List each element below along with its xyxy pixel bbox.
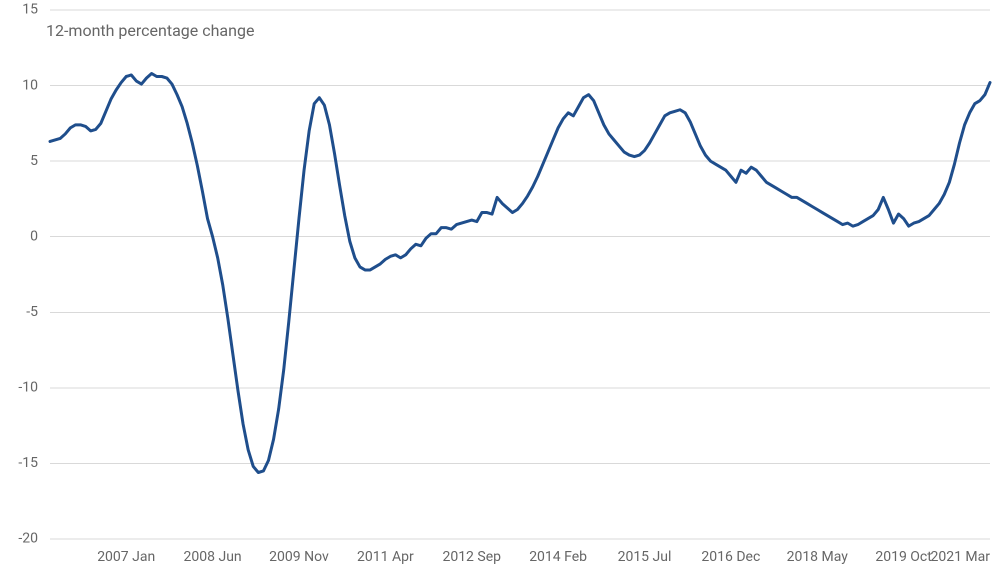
x-tick-label: 2016 Dec (701, 549, 760, 565)
chart-background (0, 0, 1000, 579)
chart-subtitle: 12-month percentage change (46, 21, 254, 40)
line-chart-container: -20 -15 -10 -5 0 5 10 15 12-month percentage cha… (0, 0, 1000, 579)
x-tick-label: 2012 Sep (442, 549, 501, 565)
y-tick-label: 10 (22, 77, 38, 93)
y-tick-label: -10 (18, 380, 38, 396)
y-tick-label: 15 (22, 2, 38, 18)
x-tick-label: 2021 Mar (930, 549, 990, 565)
x-tick-label: 2014 Feb (529, 549, 587, 565)
x-tick-label: 2019 Oct (875, 549, 932, 565)
y-tick-label: -5 (26, 304, 38, 320)
x-tick-label: 2007 Jan (97, 549, 155, 565)
x-tick-label: 2009 Nov (269, 549, 329, 565)
x-tick-label: 2018 May (787, 549, 849, 565)
x-tick-label: 2008 Jun (184, 549, 242, 565)
x-tick-label: 2015 Jul (618, 549, 672, 565)
line-chart: -20 -15 -10 -5 0 5 10 15 12-month percentage cha… (0, 0, 1000, 579)
y-tick-label: 0 (30, 228, 38, 244)
x-tick-label: 2011 Apr (357, 549, 414, 565)
y-tick-label: -20 (18, 531, 38, 547)
y-tick-label: 5 (30, 153, 38, 169)
y-tick-label: -15 (18, 455, 38, 471)
